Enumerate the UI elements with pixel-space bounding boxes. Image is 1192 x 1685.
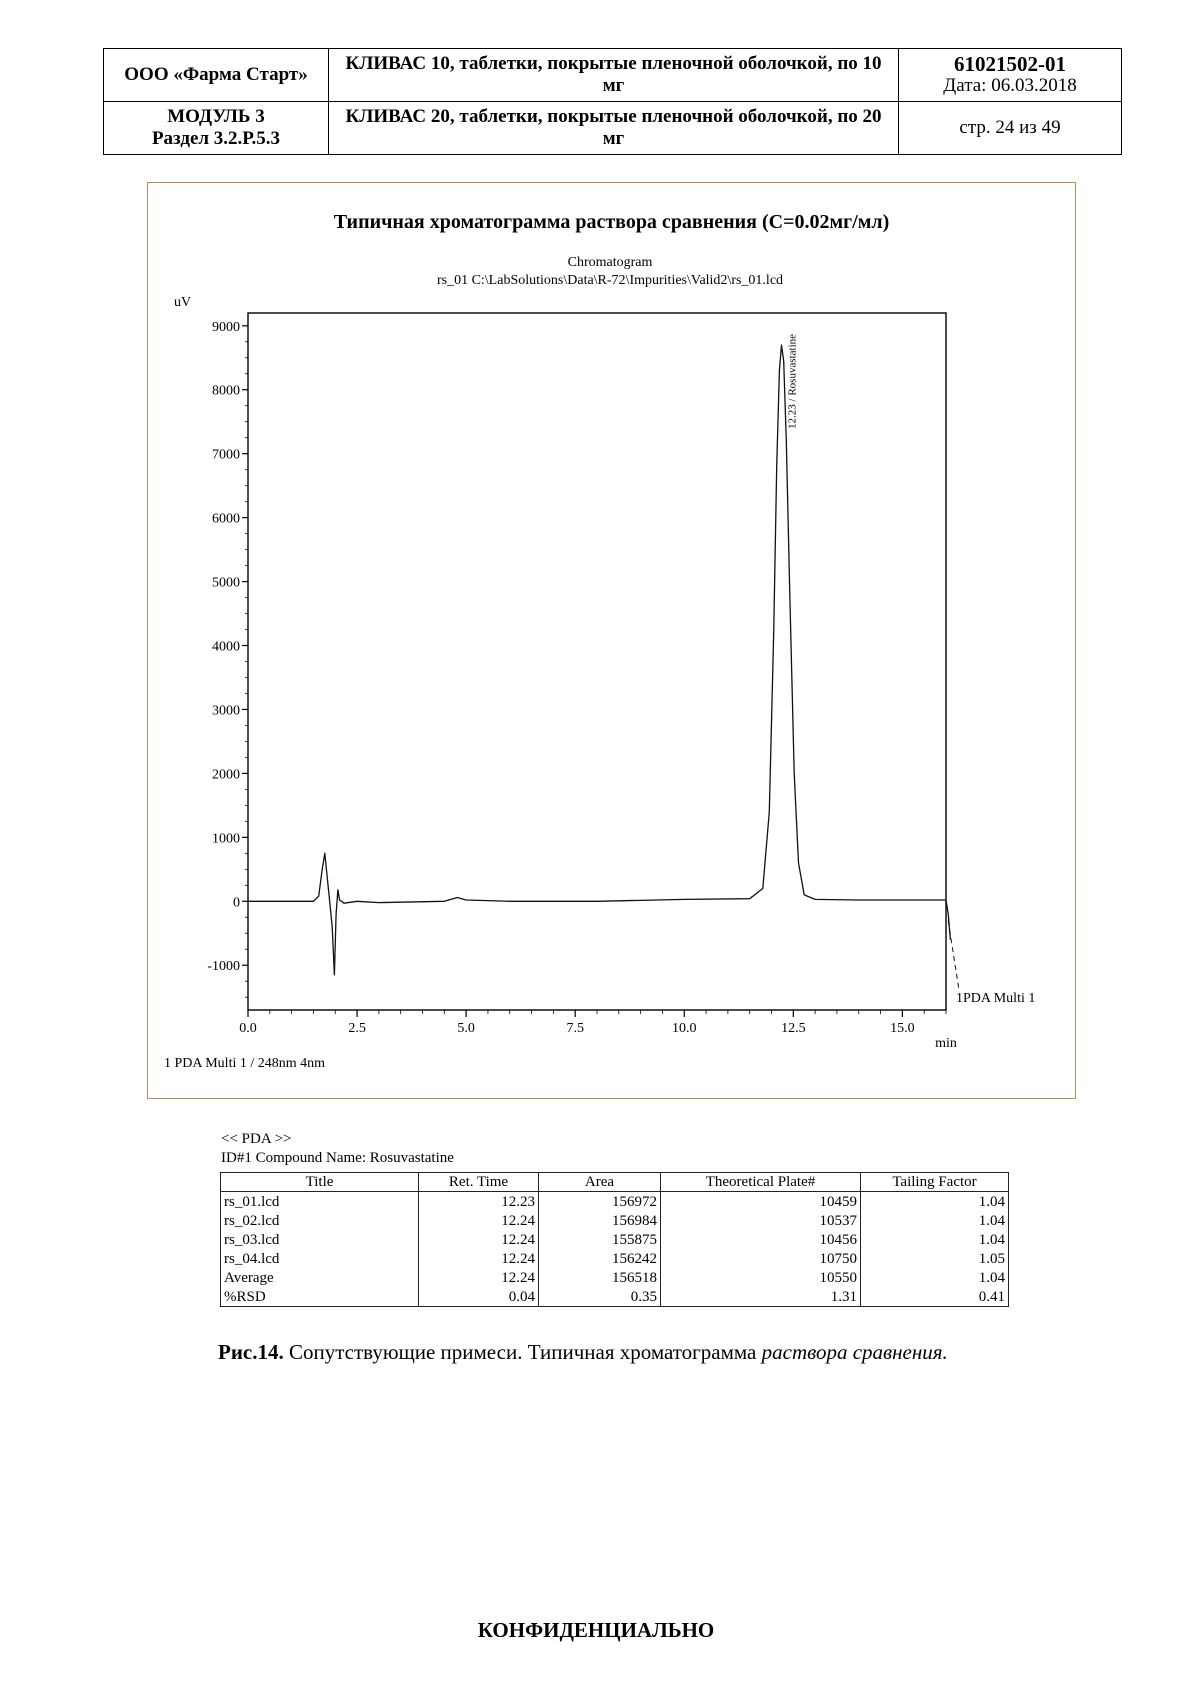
pda-cell: 0.41: [860, 1287, 1009, 1307]
doc-id-cell: 61021502-01 Дата: 06.03.2018: [898, 48, 1122, 102]
pda-cell: 1.04: [860, 1211, 1009, 1230]
pda-cell: %RSD: [220, 1287, 419, 1307]
x-axis-label: min: [935, 1036, 957, 1051]
pda-column-header: Tailing Factor: [860, 1172, 1009, 1192]
pda-column-header: Title: [220, 1172, 419, 1192]
pda-cell: 156518: [538, 1268, 661, 1287]
pda-header-row: Title Ret. Time Area Theoretical Plate# Tail…: [220, 1172, 1009, 1192]
figure-caption: Рис.14. Сопутствующие примеси. Типичная …: [218, 1340, 948, 1365]
y-tick-label: 2000: [212, 767, 240, 782]
pda-row: rs_01.lcd 12.23 156972 10459 1.04: [220, 1191, 1009, 1211]
x-tick-label: 0.0: [239, 1021, 257, 1036]
pda-results-table: Title Ret. Time Area Theoretical Plate# Tail…: [220, 1172, 1009, 1307]
pda-column-header: Ret. Time: [418, 1172, 539, 1192]
chart-title: Типичная хроматограмма раствора сравнени…: [333, 211, 890, 233]
x-tick-label: 12.5: [781, 1021, 806, 1036]
pda-cell: 12.23: [418, 1191, 539, 1211]
pda-cell: 1.04: [860, 1191, 1009, 1211]
pda-cell: rs_01.lcd: [220, 1191, 419, 1211]
pda-cell: 0.35: [538, 1287, 661, 1307]
pda-cell: 1.04: [860, 1230, 1009, 1249]
x-tick-label: 2.5: [348, 1021, 366, 1036]
pda-cell: rs_02.lcd: [220, 1211, 419, 1230]
pda-cell: 156984: [538, 1211, 661, 1230]
doc-date: Дата: 06.03.2018: [943, 75, 1077, 96]
pda-column-header: Area: [538, 1172, 661, 1192]
pda-cell: 12.24: [418, 1211, 539, 1230]
document-header: ООО «Фарма Старт» КЛИВАС 10, таблетки, п…: [103, 48, 1122, 155]
y-tick-label: 5000: [212, 576, 240, 591]
pda-cell: 10750: [660, 1249, 861, 1268]
company-name: ООО «Фарма Старт»: [103, 48, 329, 102]
chromatogram-trace: [248, 344, 952, 976]
module-label: МОДУЛЬ 3: [167, 106, 265, 127]
pda-cell: 10550: [660, 1268, 861, 1287]
pda-column-header: Theoretical Plate#: [660, 1172, 861, 1192]
y-tick-label: 7000: [212, 448, 240, 463]
peak-label: 12.23 / Rosuvastatine: [787, 334, 799, 429]
caption-text: Сопутствующие примеси. Типичная хроматог…: [283, 1340, 762, 1364]
section-label: Раздел 3.2.Р.5.3: [151, 128, 281, 149]
y-tick-label: 3000: [212, 703, 240, 718]
trace-label: 1PDA Multi 1: [956, 991, 1035, 1006]
confidential-footer: КОНФИДЕНЦИАЛЬНО: [477, 1618, 715, 1642]
y-tick-label: 6000: [212, 512, 240, 527]
module-cell: МОДУЛЬ 3 Раздел 3.2.Р.5.3: [103, 101, 329, 155]
pda-cell: 10537: [660, 1211, 861, 1230]
pda-cell: 1.04: [860, 1268, 1009, 1287]
y-axis-label: uV: [174, 295, 191, 310]
pda-cell: 10456: [660, 1230, 861, 1249]
caption-italic: раствора сравнения.: [761, 1340, 948, 1364]
y-tick-label: 9000: [212, 320, 240, 335]
pda-cell: 1.31: [660, 1287, 861, 1307]
pda-cell: 155875: [538, 1230, 661, 1249]
pda-cell: 12.24: [418, 1230, 539, 1249]
page-number: стр. 24 из 49: [898, 101, 1122, 155]
y-tick-label: -1000: [207, 959, 240, 974]
caption-number: Рис.14.: [218, 1340, 284, 1364]
pda-cell: 10459: [660, 1191, 861, 1211]
pda-title: << PDA >>: [221, 1131, 292, 1147]
pda-cell: 12.24: [418, 1249, 539, 1268]
y-tick-label: 8000: [212, 384, 240, 399]
pda-row: Average 12.24 156518 10550 1.04: [220, 1268, 1009, 1287]
chart-subtitle: Chromatogram: [568, 255, 653, 270]
x-tick-label: 15.0: [890, 1021, 915, 1036]
pda-cell: rs_04.lcd: [220, 1249, 419, 1268]
y-tick-label: 4000: [212, 640, 240, 655]
chromatogram-frame: [147, 182, 1076, 1099]
product-20: КЛИВАС 20, таблетки, покрытые пленочной …: [328, 101, 899, 155]
plot-area: [247, 312, 947, 1011]
trace-tail: [947, 920, 960, 991]
pda-cell: 1.05: [860, 1249, 1009, 1268]
x-tick-label: 10.0: [672, 1021, 697, 1036]
pda-row: rs_02.lcd 12.24 156984 10537 1.04: [220, 1211, 1009, 1230]
x-tick-label: 5.0: [457, 1021, 475, 1036]
pda-compound: ID#1 Compound Name: Rosuvastatine: [221, 1150, 454, 1166]
pda-cell: rs_03.lcd: [220, 1230, 419, 1249]
pda-cell: 156242: [538, 1249, 661, 1268]
chart-file-path: rs_01 C:\LabSolutions\Data\R-72\Impuriti…: [437, 273, 783, 288]
pda-cell: 12.24: [418, 1268, 539, 1287]
chromatogram-chart: Chromatogram rs_01 C:\LabSolutions\Data\R…: [164, 255, 1035, 1070]
channel-label: 1 PDA Multi 1 / 248nm 4nm: [164, 1056, 325, 1070]
pda-row: %RSD 0.04 0.35 1.31 0.41: [220, 1287, 1009, 1307]
pda-cell: Average: [220, 1268, 419, 1287]
pda-cell: 0.04: [418, 1287, 539, 1307]
y-tick-label: 0: [233, 895, 240, 910]
pda-cell: 156972: [538, 1191, 661, 1211]
x-tick-label: 7.5: [566, 1021, 584, 1036]
product-10: КЛИВАС 10, таблетки, покрытые пленочной …: [328, 48, 899, 102]
pda-row: rs_03.lcd 12.24 155875 10456 1.04: [220, 1230, 1009, 1249]
doc-number: 61021502-01: [954, 52, 1066, 76]
pda-row: rs_04.lcd 12.24 156242 10750 1.05: [220, 1249, 1009, 1268]
y-tick-label: 1000: [212, 831, 240, 846]
